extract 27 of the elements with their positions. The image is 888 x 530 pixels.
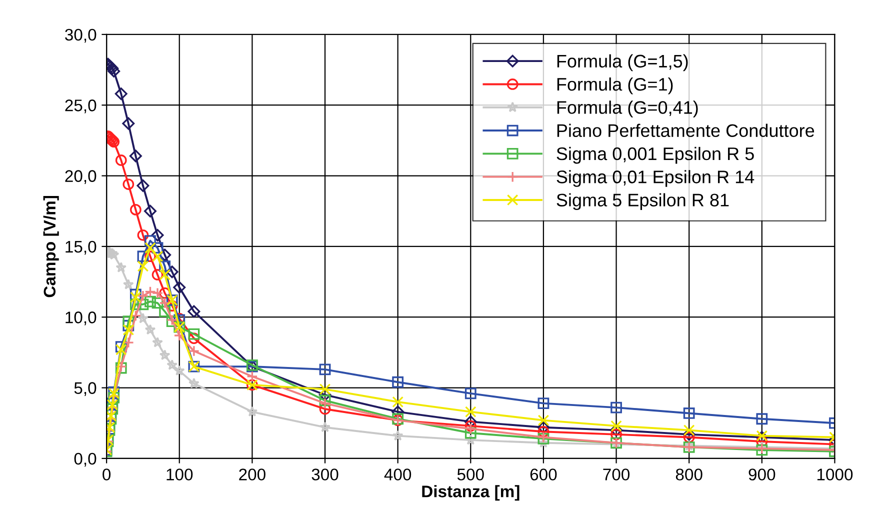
x-tick-label: 500 bbox=[457, 468, 484, 480]
x-tick-label: 400 bbox=[384, 468, 412, 480]
legend-label: Formula (G=1) bbox=[557, 77, 673, 94]
x-tick-label: 700 bbox=[603, 468, 630, 480]
legend-label: Sigma 5 Epsilon R 81 bbox=[556, 193, 729, 210]
legend-label: Formula (G=0,41) bbox=[557, 100, 698, 118]
x-tick-label: 200 bbox=[239, 468, 266, 480]
x-tick-label: 800 bbox=[676, 468, 702, 480]
y-tick-label: 15,0 bbox=[66, 240, 96, 255]
y-tick-label: 10,0 bbox=[66, 312, 96, 326]
y-tick-label: 20,0 bbox=[65, 170, 96, 184]
x-tick-label: 900 bbox=[748, 468, 776, 480]
legend-label: Formula (G=1,5) bbox=[557, 54, 688, 72]
y-tick-label: 30,0 bbox=[65, 28, 96, 43]
y-tick-label: 25,0 bbox=[65, 100, 96, 114]
x-tick-label: 600 bbox=[530, 468, 557, 480]
y-tick-label: 5,0 bbox=[74, 382, 96, 396]
y-tick-label: 0,0 bbox=[74, 452, 96, 467]
x-axis-title: Distanza [m] bbox=[422, 485, 520, 501]
legend-label: Piano Perfettamente Conduttore bbox=[557, 124, 814, 138]
x-tick-label: 1000 bbox=[817, 468, 853, 480]
legend-label: Sigma 0,01 Epsilon R 14 bbox=[556, 170, 754, 187]
x-tick-label: 0 bbox=[102, 468, 111, 480]
legend-label: Sigma 0,001 Epsilon R 5 bbox=[556, 146, 754, 164]
x-tick-label: 100 bbox=[166, 468, 193, 480]
x-tick-label: 300 bbox=[312, 468, 338, 480]
y-axis-title: Campo [V/m] bbox=[43, 196, 59, 298]
